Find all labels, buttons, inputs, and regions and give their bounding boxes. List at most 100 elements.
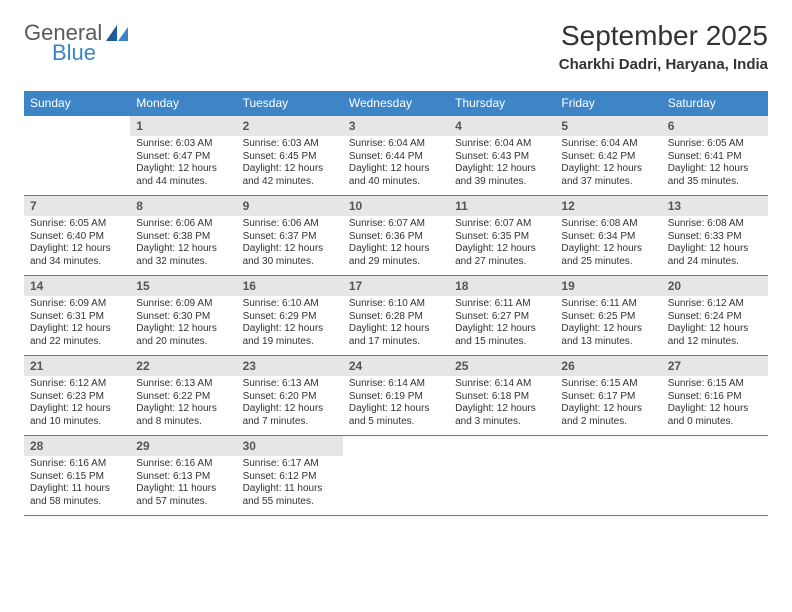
sunset-text: Sunset: 6:15 PM <box>30 471 124 484</box>
weekday-header: Wednesday <box>343 91 449 116</box>
calendar-cell <box>449 436 555 516</box>
weekday-header: Friday <box>555 91 661 116</box>
calendar-cell: 30Sunrise: 6:17 AMSunset: 6:12 PMDayligh… <box>237 436 343 516</box>
sunrise-text: Sunrise: 6:04 AM <box>455 138 549 151</box>
day-detail: Sunrise: 6:10 AMSunset: 6:28 PMDaylight:… <box>343 296 449 352</box>
day-number: 15 <box>130 276 236 296</box>
day-detail: Sunrise: 6:03 AMSunset: 6:47 PMDaylight:… <box>130 136 236 192</box>
sunrise-text: Sunrise: 6:07 AM <box>349 218 443 231</box>
sunrise-text: Sunrise: 6:10 AM <box>349 298 443 311</box>
calendar-cell: 1Sunrise: 6:03 AMSunset: 6:47 PMDaylight… <box>130 116 236 196</box>
sunset-text: Sunset: 6:38 PM <box>136 231 230 244</box>
sunset-text: Sunset: 6:31 PM <box>30 311 124 324</box>
daylight-text: Daylight: 12 hours and 25 minutes. <box>561 243 655 268</box>
daylight-text: Daylight: 12 hours and 27 minutes. <box>455 243 549 268</box>
day-detail: Sunrise: 6:08 AMSunset: 6:34 PMDaylight:… <box>555 216 661 272</box>
sunrise-text: Sunrise: 6:06 AM <box>243 218 337 231</box>
sunset-text: Sunset: 6:12 PM <box>243 471 337 484</box>
calendar-cell <box>343 436 449 516</box>
sunset-text: Sunset: 6:29 PM <box>243 311 337 324</box>
calendar-cell: 2Sunrise: 6:03 AMSunset: 6:45 PMDaylight… <box>237 116 343 196</box>
day-detail: Sunrise: 6:09 AMSunset: 6:30 PMDaylight:… <box>130 296 236 352</box>
calendar-cell <box>555 436 661 516</box>
day-number: 6 <box>662 116 768 136</box>
day-number: 22 <box>130 356 236 376</box>
day-number: 14 <box>24 276 130 296</box>
day-number: 28 <box>24 436 130 456</box>
calendar-cell <box>662 436 768 516</box>
calendar-cell: 13Sunrise: 6:08 AMSunset: 6:33 PMDayligh… <box>662 196 768 276</box>
day-number: 20 <box>662 276 768 296</box>
month-title: September 2025 <box>559 20 768 52</box>
calendar-cell: 29Sunrise: 6:16 AMSunset: 6:13 PMDayligh… <box>130 436 236 516</box>
calendar-cell: 28Sunrise: 6:16 AMSunset: 6:15 PMDayligh… <box>24 436 130 516</box>
calendar-cell: 20Sunrise: 6:12 AMSunset: 6:24 PMDayligh… <box>662 276 768 356</box>
daylight-text: Daylight: 12 hours and 22 minutes. <box>30 323 124 348</box>
calendar-week-row: 1Sunrise: 6:03 AMSunset: 6:47 PMDaylight… <box>24 116 768 196</box>
logo-sail-icon <box>106 25 128 41</box>
sunset-text: Sunset: 6:17 PM <box>561 391 655 404</box>
day-detail: Sunrise: 6:04 AMSunset: 6:43 PMDaylight:… <box>449 136 555 192</box>
logo: General Blue <box>24 20 128 66</box>
day-detail: Sunrise: 6:06 AMSunset: 6:38 PMDaylight:… <box>130 216 236 272</box>
calendar-cell: 22Sunrise: 6:13 AMSunset: 6:22 PMDayligh… <box>130 356 236 436</box>
weekday-header-row: Sunday Monday Tuesday Wednesday Thursday… <box>24 91 768 116</box>
daylight-text: Daylight: 12 hours and 10 minutes. <box>30 403 124 428</box>
sunset-text: Sunset: 6:47 PM <box>136 151 230 164</box>
daylight-text: Daylight: 12 hours and 37 minutes. <box>561 163 655 188</box>
day-detail: Sunrise: 6:15 AMSunset: 6:16 PMDaylight:… <box>662 376 768 432</box>
day-number: 26 <box>555 356 661 376</box>
day-detail: Sunrise: 6:11 AMSunset: 6:27 PMDaylight:… <box>449 296 555 352</box>
sunrise-text: Sunrise: 6:09 AM <box>136 298 230 311</box>
sunrise-text: Sunrise: 6:16 AM <box>30 458 124 471</box>
day-detail: Sunrise: 6:07 AMSunset: 6:36 PMDaylight:… <box>343 216 449 272</box>
calendar-cell: 6Sunrise: 6:05 AMSunset: 6:41 PMDaylight… <box>662 116 768 196</box>
day-detail: Sunrise: 6:05 AMSunset: 6:41 PMDaylight:… <box>662 136 768 192</box>
day-number: 3 <box>343 116 449 136</box>
sunrise-text: Sunrise: 6:13 AM <box>243 378 337 391</box>
day-number: 25 <box>449 356 555 376</box>
sunset-text: Sunset: 6:40 PM <box>30 231 124 244</box>
daylight-text: Daylight: 12 hours and 2 minutes. <box>561 403 655 428</box>
calendar-cell: 12Sunrise: 6:08 AMSunset: 6:34 PMDayligh… <box>555 196 661 276</box>
calendar-cell: 27Sunrise: 6:15 AMSunset: 6:16 PMDayligh… <box>662 356 768 436</box>
day-number: 1 <box>130 116 236 136</box>
sunrise-text: Sunrise: 6:04 AM <box>561 138 655 151</box>
daylight-text: Daylight: 12 hours and 12 minutes. <box>668 323 762 348</box>
day-number: 19 <box>555 276 661 296</box>
daylight-text: Daylight: 12 hours and 7 minutes. <box>243 403 337 428</box>
day-number: 27 <box>662 356 768 376</box>
sunset-text: Sunset: 6:25 PM <box>561 311 655 324</box>
calendar-week-row: 28 Sunrise: 6:16 AMSunset: 6:15 PM Dayligh… <box>24 436 768 516</box>
calendar-cell: 17Sunrise: 6:10 AMSunset: 6:28 PMDayligh… <box>343 276 449 356</box>
sunrise-text: Sunrise: 6:04 AM <box>349 138 443 151</box>
sunset-text: Sunset: 6:28 PM <box>349 311 443 324</box>
calendar-cell <box>24 116 130 196</box>
sunrise-text: Sunrise: 6:03 AM <box>243 138 337 151</box>
daylight-text: Daylight: 12 hours and 35 minutes. <box>668 163 762 188</box>
day-detail: Sunrise: 6:10 AMSunset: 6:29 PMDaylight:… <box>237 296 343 352</box>
daylight-text: Daylight: 11 hours and 57 minutes. <box>136 483 230 508</box>
sunrise-text: Sunrise: 6:15 AM <box>561 378 655 391</box>
calendar-cell: 24Sunrise: 6:14 AMSunset: 6:19 PMDayligh… <box>343 356 449 436</box>
day-number <box>343 436 449 456</box>
header: General Blue September 2025 Charkhi Dadr… <box>24 20 768 73</box>
sunrise-text: Sunrise: 6:06 AM <box>136 218 230 231</box>
day-number: 13 <box>662 196 768 216</box>
day-detail: Sunrise: 6:17 AMSunset: 6:12 PMDaylight:… <box>237 456 343 512</box>
day-detail: Sunrise: 6:12 AMSunset: 6:23 PMDaylight:… <box>24 376 130 432</box>
day-detail: Sunrise: 6:14 AMSunset: 6:19 PMDaylight:… <box>343 376 449 432</box>
sunset-text: Sunset: 6:13 PM <box>136 471 230 484</box>
sunrise-text: Sunrise: 6:15 AM <box>668 378 762 391</box>
sunrise-text: Sunrise: 6:05 AM <box>30 218 124 231</box>
daylight-text: Daylight: 12 hours and 42 minutes. <box>243 163 337 188</box>
day-number: 29 <box>130 436 236 456</box>
day-detail: Sunrise: 6:16 AMSunset: 6:13 PMDaylight:… <box>130 456 236 512</box>
day-detail: Sunrise: 6:06 AMSunset: 6:37 PMDaylight:… <box>237 216 343 272</box>
daylight-text: Daylight: 11 hours and 55 minutes. <box>243 483 337 508</box>
day-number: 30 <box>237 436 343 456</box>
day-number: 23 <box>237 356 343 376</box>
sunrise-text: Sunrise: 6:08 AM <box>668 218 762 231</box>
daylight-text: Daylight: 12 hours and 20 minutes. <box>136 323 230 348</box>
day-number <box>24 116 130 136</box>
